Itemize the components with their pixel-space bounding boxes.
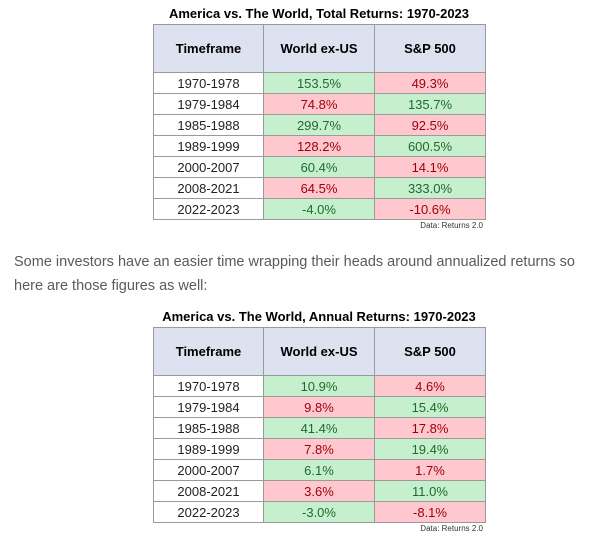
source-note: Data: Returns 2.0 xyxy=(420,221,483,230)
sp500-return-cell: 4.6% xyxy=(374,375,486,397)
table-header-row: Timeframe World ex-US S&P 500 xyxy=(153,24,486,73)
world-return-cell: 153.5% xyxy=(263,72,375,94)
timeframe-cell: 1985-1988 xyxy=(153,417,264,439)
sp500-return-cell: 333.0% xyxy=(374,177,486,199)
world-return-cell: 6.1% xyxy=(263,459,375,481)
world-return-cell: 74.8% xyxy=(263,93,375,115)
table-row: 1970-1978 153.5% 49.3% xyxy=(153,72,486,94)
table-row: 1989-1999 7.8% 19.4% xyxy=(153,438,486,460)
table-header-row: Timeframe World ex-US S&P 500 xyxy=(153,327,486,376)
header-sp500: S&P 500 xyxy=(374,327,486,376)
table-row: 1979-1984 9.8% 15.4% xyxy=(153,396,486,418)
sp500-return-cell: 600.5% xyxy=(374,135,486,157)
table-row: 1970-1978 10.9% 4.6% xyxy=(153,375,486,397)
world-return-cell: -3.0% xyxy=(263,501,375,523)
table-row: 1985-1988 41.4% 17.8% xyxy=(153,417,486,439)
sp500-return-cell: 49.3% xyxy=(374,72,486,94)
timeframe-cell: 1970-1978 xyxy=(153,375,264,397)
world-return-cell: 299.7% xyxy=(263,114,375,136)
table-row: 2022-2023 -3.0% -8.1% xyxy=(153,501,486,523)
world-return-cell: -4.0% xyxy=(263,198,375,220)
timeframe-cell: 1985-1988 xyxy=(153,114,264,136)
header-timeframe: Timeframe xyxy=(153,24,264,73)
sp500-return-cell: -8.1% xyxy=(374,501,486,523)
sp500-return-cell: 135.7% xyxy=(374,93,486,115)
sp500-return-cell: 15.4% xyxy=(374,396,486,418)
timeframe-cell: 2008-2021 xyxy=(153,480,264,502)
timeframe-cell: 1979-1984 xyxy=(153,93,264,115)
timeframe-cell: 1970-1978 xyxy=(153,72,264,94)
world-return-cell: 64.5% xyxy=(263,177,375,199)
total-returns-title: America vs. The World, Total Returns: 19… xyxy=(168,6,470,21)
annual-returns-title: America vs. The World, Annual Returns: 1… xyxy=(162,309,476,324)
header-timeframe: Timeframe xyxy=(153,327,264,376)
total-returns-block: America vs. The World, Total Returns: 19… xyxy=(153,6,486,230)
timeframe-cell: 1979-1984 xyxy=(153,396,264,418)
world-return-cell: 60.4% xyxy=(263,156,375,178)
header-world-ex-us: World ex-US xyxy=(263,24,375,73)
table-row: 1989-1999 128.2% 600.5% xyxy=(153,135,486,157)
sp500-return-cell: 19.4% xyxy=(374,438,486,460)
header-sp500: S&P 500 xyxy=(374,24,486,73)
world-return-cell: 41.4% xyxy=(263,417,375,439)
table-row: 1979-1984 74.8% 135.7% xyxy=(153,93,486,115)
total-returns-table: Timeframe World ex-US S&P 500 1970-1978 … xyxy=(153,24,486,220)
world-return-cell: 7.8% xyxy=(263,438,375,460)
timeframe-cell: 2008-2021 xyxy=(153,177,264,199)
timeframe-cell: 1989-1999 xyxy=(153,135,264,157)
sp500-return-cell: 11.0% xyxy=(374,480,486,502)
header-world-ex-us: World ex-US xyxy=(263,327,375,376)
timeframe-cell: 2022-2023 xyxy=(153,198,264,220)
world-return-cell: 3.6% xyxy=(263,480,375,502)
source-note: Data: Returns 2.0 xyxy=(420,524,483,533)
sp500-return-cell: -10.6% xyxy=(374,198,486,220)
timeframe-cell: 2000-2007 xyxy=(153,156,264,178)
table-row: 2008-2021 3.6% 11.0% xyxy=(153,480,486,502)
table-row: 2022-2023 -4.0% -10.6% xyxy=(153,198,486,220)
table-row: 2000-2007 60.4% 14.1% xyxy=(153,156,486,178)
annual-returns-block: America vs. The World, Annual Returns: 1… xyxy=(153,309,486,533)
timeframe-cell: 2022-2023 xyxy=(153,501,264,523)
world-return-cell: 128.2% xyxy=(263,135,375,157)
sp500-return-cell: 17.8% xyxy=(374,417,486,439)
timeframe-cell: 2000-2007 xyxy=(153,459,264,481)
timeframe-cell: 1989-1999 xyxy=(153,438,264,460)
world-return-cell: 10.9% xyxy=(263,375,375,397)
annual-returns-table: Timeframe World ex-US S&P 500 1970-1978 … xyxy=(153,327,486,523)
body-paragraph: Some investors have an easier time wrapp… xyxy=(14,254,575,294)
table-row: 1985-1988 299.7% 92.5% xyxy=(153,114,486,136)
sp500-return-cell: 1.7% xyxy=(374,459,486,481)
table-row: 2000-2007 6.1% 1.7% xyxy=(153,459,486,481)
world-return-cell: 9.8% xyxy=(263,396,375,418)
table-row: 2008-2021 64.5% 333.0% xyxy=(153,177,486,199)
sp500-return-cell: 92.5% xyxy=(374,114,486,136)
sp500-return-cell: 14.1% xyxy=(374,156,486,178)
